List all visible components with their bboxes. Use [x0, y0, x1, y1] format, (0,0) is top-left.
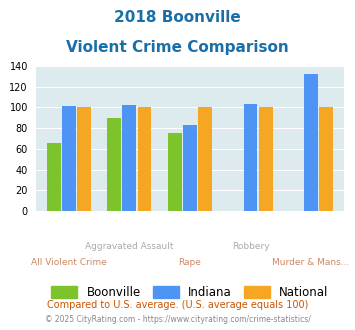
- Bar: [168, 133, 182, 211]
- Bar: [319, 108, 333, 211]
- Text: Murder & Mans...: Murder & Mans...: [272, 258, 350, 267]
- Text: © 2025 CityRating.com - https://www.cityrating.com/crime-statistics/: © 2025 CityRating.com - https://www.city…: [45, 315, 310, 324]
- Text: 2018 Boonville: 2018 Boonville: [114, 10, 241, 25]
- Bar: [137, 108, 152, 211]
- Bar: [259, 108, 273, 211]
- Bar: [198, 108, 212, 211]
- Bar: [107, 118, 121, 211]
- Bar: [62, 107, 76, 211]
- Text: Robbery: Robbery: [232, 242, 269, 251]
- Text: All Violent Crime: All Violent Crime: [31, 258, 107, 267]
- Bar: [77, 108, 91, 211]
- Text: Compared to U.S. average. (U.S. average equals 100): Compared to U.S. average. (U.S. average …: [47, 300, 308, 310]
- Text: Violent Crime Comparison: Violent Crime Comparison: [66, 40, 289, 54]
- Bar: [304, 74, 318, 211]
- Bar: [183, 125, 197, 211]
- Text: Aggravated Assault: Aggravated Assault: [85, 242, 174, 251]
- Bar: [244, 104, 257, 211]
- Bar: [47, 143, 61, 211]
- Bar: [122, 105, 136, 211]
- Legend: Boonville, Indiana, National: Boonville, Indiana, National: [47, 281, 333, 304]
- Text: Rape: Rape: [179, 258, 201, 267]
